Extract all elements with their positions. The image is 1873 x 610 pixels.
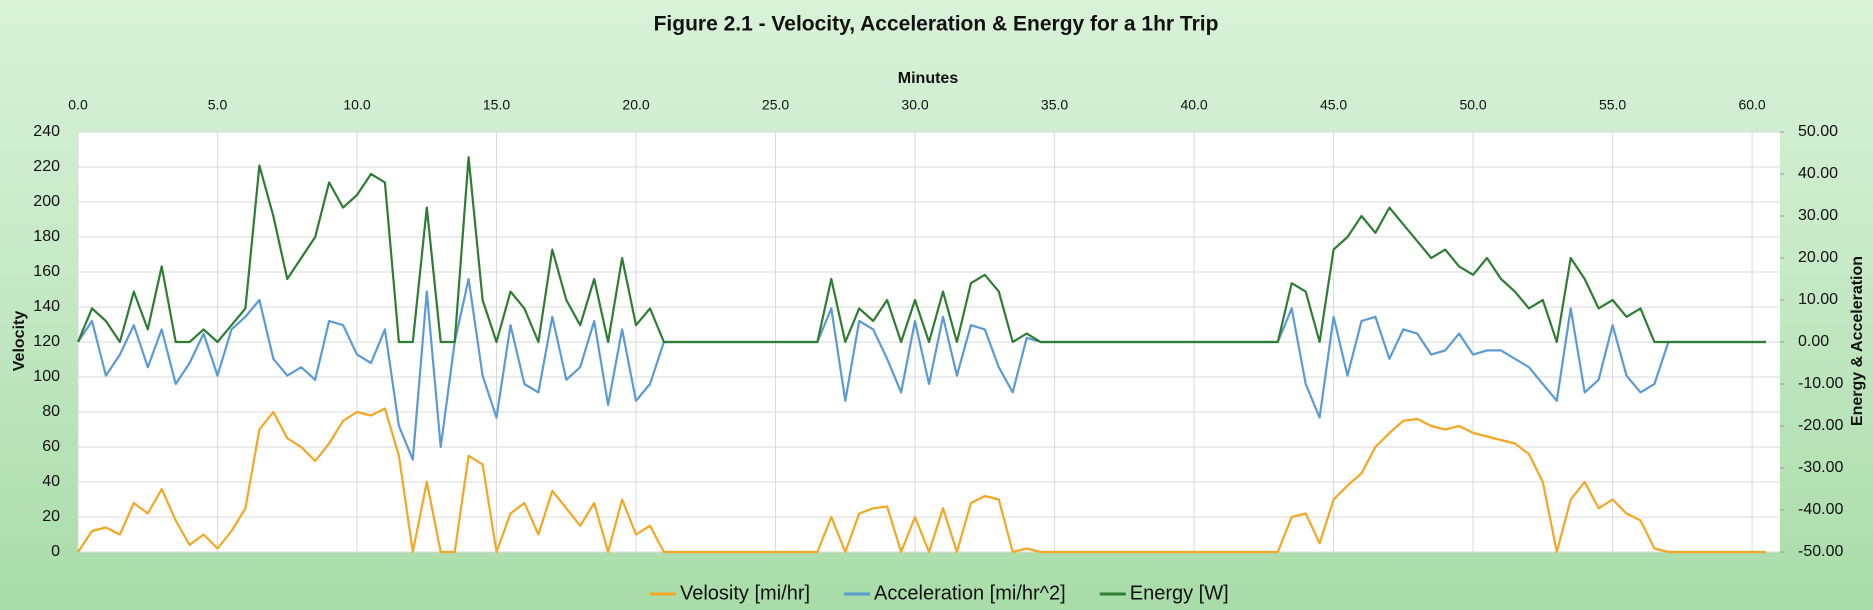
y-tick-label: 180 [33, 228, 60, 245]
x-tick-label: 5.0 [208, 97, 228, 113]
legend-label: Acceleration [mi/hr^2] [874, 582, 1066, 604]
y2-tick-label: -30.00 [1798, 459, 1843, 476]
y2-tick-label: 50.00 [1798, 123, 1838, 140]
y-tick-label: 120 [33, 333, 60, 350]
y-tick-label: 80 [42, 403, 60, 420]
legend-label: Velosity [mi/hr] [680, 582, 810, 604]
x-tick-label: 15.0 [483, 97, 510, 113]
y-axis-title: Velocity [11, 311, 28, 372]
y2-tick-label: -50.00 [1798, 543, 1843, 560]
y-tick-label: 220 [33, 158, 60, 175]
series-line [76, 156, 1766, 344]
x-tick-label: 25.0 [762, 97, 789, 113]
series-line [77, 277, 1766, 461]
y2-tick-label: -20.00 [1798, 417, 1843, 434]
y2-tick-label: 40.00 [1798, 165, 1838, 182]
y-tick-label: 200 [33, 193, 60, 210]
y-tick-label: 40 [42, 473, 60, 490]
y2-tick-label: 0.00 [1798, 333, 1829, 350]
x-tick-label: 60.0 [1738, 97, 1765, 113]
y-tick-label: 20 [42, 508, 60, 525]
y2-tick-label: 20.00 [1798, 249, 1838, 266]
chart-title: Figure 2.1 - Velocity, Acceleration & En… [654, 13, 1219, 36]
x-tick-label: 35.0 [1041, 97, 1068, 113]
y-tick-label: 140 [33, 298, 60, 315]
legend-label: Energy [W] [1130, 582, 1229, 604]
x-tick-label: 0.0 [68, 97, 88, 113]
y-tick-label: 160 [33, 263, 60, 280]
x-tick-label: 50.0 [1459, 97, 1486, 113]
x-tick-label: 55.0 [1599, 97, 1626, 113]
y2-tick-label: 30.00 [1798, 207, 1838, 224]
x-tick-label: 30.0 [901, 97, 928, 113]
series-line [77, 407, 1766, 554]
y2-tick-label: -10.00 [1798, 375, 1843, 392]
x-tick-label: 45.0 [1320, 97, 1347, 113]
x-tick-label: 40.0 [1180, 97, 1207, 113]
y-tick-label: 0 [51, 543, 60, 560]
x-axis-title: Minutes [898, 70, 959, 87]
y2-tick-label: -40.00 [1798, 501, 1843, 518]
x-tick-label: 20.0 [622, 97, 649, 113]
y2-tick-label: 10.00 [1798, 291, 1838, 308]
y-tick-label: 240 [33, 123, 60, 140]
y2-axis-title: Energy & Acceleration [1849, 256, 1866, 426]
y-tick-label: 100 [33, 368, 60, 385]
x-tick-label: 10.0 [343, 97, 370, 113]
y-tick-label: 60 [42, 438, 60, 455]
